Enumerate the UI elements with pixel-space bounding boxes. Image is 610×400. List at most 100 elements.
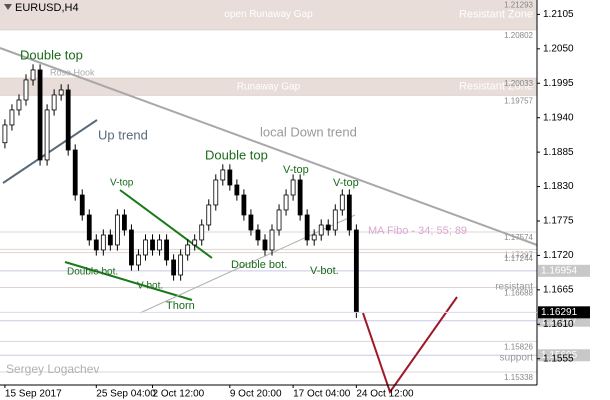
- y-tick-label: 1.1885: [543, 147, 574, 158]
- zone: [0, 78, 537, 96]
- candle-body: [185, 244, 191, 256]
- candle-body: [136, 254, 141, 266]
- zone: [0, 0, 537, 30]
- y-tick-label: 1.1995: [543, 78, 574, 89]
- level-label: 1.19757: [504, 96, 533, 105]
- candle-body: [332, 209, 338, 231]
- candle-body: [227, 169, 233, 186]
- symbol-icon: [4, 4, 12, 10]
- zone-name: open Runaway Gap: [224, 9, 313, 20]
- candle-body: [143, 239, 148, 256]
- level-box: [538, 264, 590, 277]
- y-tick-label: 1.2050: [543, 43, 574, 54]
- y-tick-label: 1.1720: [543, 250, 574, 261]
- candle-body: [304, 214, 310, 241]
- y-tick-label: 1.2105: [543, 9, 574, 20]
- candle-body: [114, 214, 120, 246]
- candle-body: [150, 239, 155, 251]
- zone-name: Runaway Gap: [237, 81, 301, 92]
- candle-body: [283, 194, 289, 211]
- annotation: Double bot.: [67, 267, 118, 278]
- annotation: local Down trend: [260, 124, 357, 139]
- candle-body: [206, 204, 212, 226]
- zone-kind: Resistant Zone: [459, 81, 533, 93]
- level-label: 1.16688: [504, 289, 533, 298]
- level-label: 1.20802: [504, 31, 533, 40]
- candle-body: [122, 214, 127, 231]
- candle-body: [192, 239, 198, 246]
- current-price-label: 1.16291: [541, 307, 578, 318]
- candle-body: [164, 239, 169, 261]
- candle-body: [16, 99, 22, 111]
- candle-body: [178, 254, 184, 276]
- candle-body: [213, 179, 219, 206]
- annotation: Up trend: [98, 127, 148, 142]
- annotation: V-top: [110, 178, 134, 189]
- candle-body: [353, 229, 359, 313]
- candle-body: [23, 79, 29, 101]
- candle-body: [255, 229, 261, 241]
- candle-body: [325, 224, 331, 231]
- candle-body: [311, 234, 317, 241]
- candle-body: [44, 109, 50, 161]
- candle-body: [248, 214, 254, 231]
- y-tick-label: 1.1775: [543, 216, 574, 227]
- candle-body: [2, 124, 8, 144]
- candle-body: [220, 169, 226, 181]
- level-box: [538, 349, 590, 362]
- candle-body: [346, 194, 352, 231]
- candle-body: [79, 194, 85, 216]
- forecast-path: [362, 296, 458, 395]
- annotation: MA Fibo - 34; 55; 89: [368, 225, 467, 237]
- candle-body: [339, 194, 345, 211]
- annotation: Rose Hook: [50, 67, 95, 77]
- up-trend-line: [2, 119, 98, 184]
- x-tick-label: 9 Oct 20:00: [230, 389, 282, 400]
- candle-body: [86, 214, 92, 241]
- level-label: 1.16157: [541, 315, 578, 326]
- level-label: 1.15605: [541, 350, 578, 361]
- level-label: 1.21293: [504, 0, 533, 9]
- annotation: V-top: [333, 177, 359, 189]
- candle-body: [297, 179, 303, 216]
- x-tick-label: 15 Sep 2017: [5, 389, 62, 400]
- annotation: resistant: [495, 282, 533, 293]
- candle-body: [269, 229, 275, 251]
- y-tick-label: 1.1665: [543, 284, 574, 295]
- annotation: V-bot.: [310, 265, 339, 277]
- annotation: support: [500, 353, 534, 364]
- annotation: V-top: [283, 164, 309, 176]
- candle-body: [129, 229, 134, 266]
- candle-body: [51, 94, 57, 111]
- level-label: 1.17297: [504, 250, 533, 259]
- candle-body: [72, 149, 78, 196]
- candle-body: [157, 239, 162, 251]
- level-label: 1.17244: [504, 254, 533, 263]
- candle-body: [100, 234, 106, 251]
- y-tick-label: 1.1555: [543, 353, 574, 364]
- annotation: Double bot.: [231, 259, 287, 271]
- candle-body: [93, 239, 99, 251]
- level-label: 1.15826: [504, 343, 533, 352]
- level-label: 1.20033: [504, 79, 533, 88]
- annotation: Thorn: [166, 300, 195, 312]
- candle-body: [37, 69, 43, 161]
- x-tick-label: 17 Oct 04:00: [293, 389, 351, 400]
- candle-body: [58, 89, 64, 96]
- level-label: 1.16954: [541, 265, 578, 276]
- annotation: Double top: [20, 47, 83, 62]
- level-label: 1.15338: [504, 373, 533, 382]
- x-tick-label: 24 Oct 12:00: [356, 389, 414, 400]
- candle-body: [107, 234, 113, 246]
- candle-body: [171, 259, 177, 276]
- y-tick-label: 1.1940: [543, 112, 574, 123]
- v-top-line: [119, 189, 213, 259]
- candle-body: [65, 89, 71, 151]
- candle-body: [290, 179, 296, 196]
- y-tick-label: 1.1610: [543, 319, 574, 330]
- y-tick-label: 1.1830: [543, 181, 574, 192]
- zones: open Runaway Gap Resistant Zone Runaway Ga…: [0, 0, 537, 96]
- candle-body: [234, 184, 240, 196]
